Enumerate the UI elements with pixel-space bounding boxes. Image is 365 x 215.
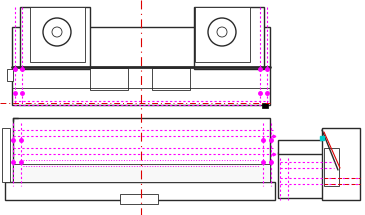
Bar: [120, 194, 158, 204]
Bar: [278, 152, 335, 198]
Bar: [2, 128, 10, 182]
Bar: [13, 164, 270, 182]
Bar: [12, 27, 270, 105]
Bar: [30, 7, 85, 62]
Bar: [278, 140, 325, 154]
Bar: [152, 68, 190, 90]
Bar: [20, 7, 90, 69]
Bar: [90, 68, 128, 90]
Bar: [324, 148, 339, 186]
Bar: [13, 118, 270, 186]
Bar: [262, 103, 268, 108]
Bar: [5, 182, 275, 200]
Bar: [7, 69, 13, 81]
Bar: [194, 7, 264, 69]
Bar: [322, 128, 360, 200]
Bar: [195, 7, 250, 62]
